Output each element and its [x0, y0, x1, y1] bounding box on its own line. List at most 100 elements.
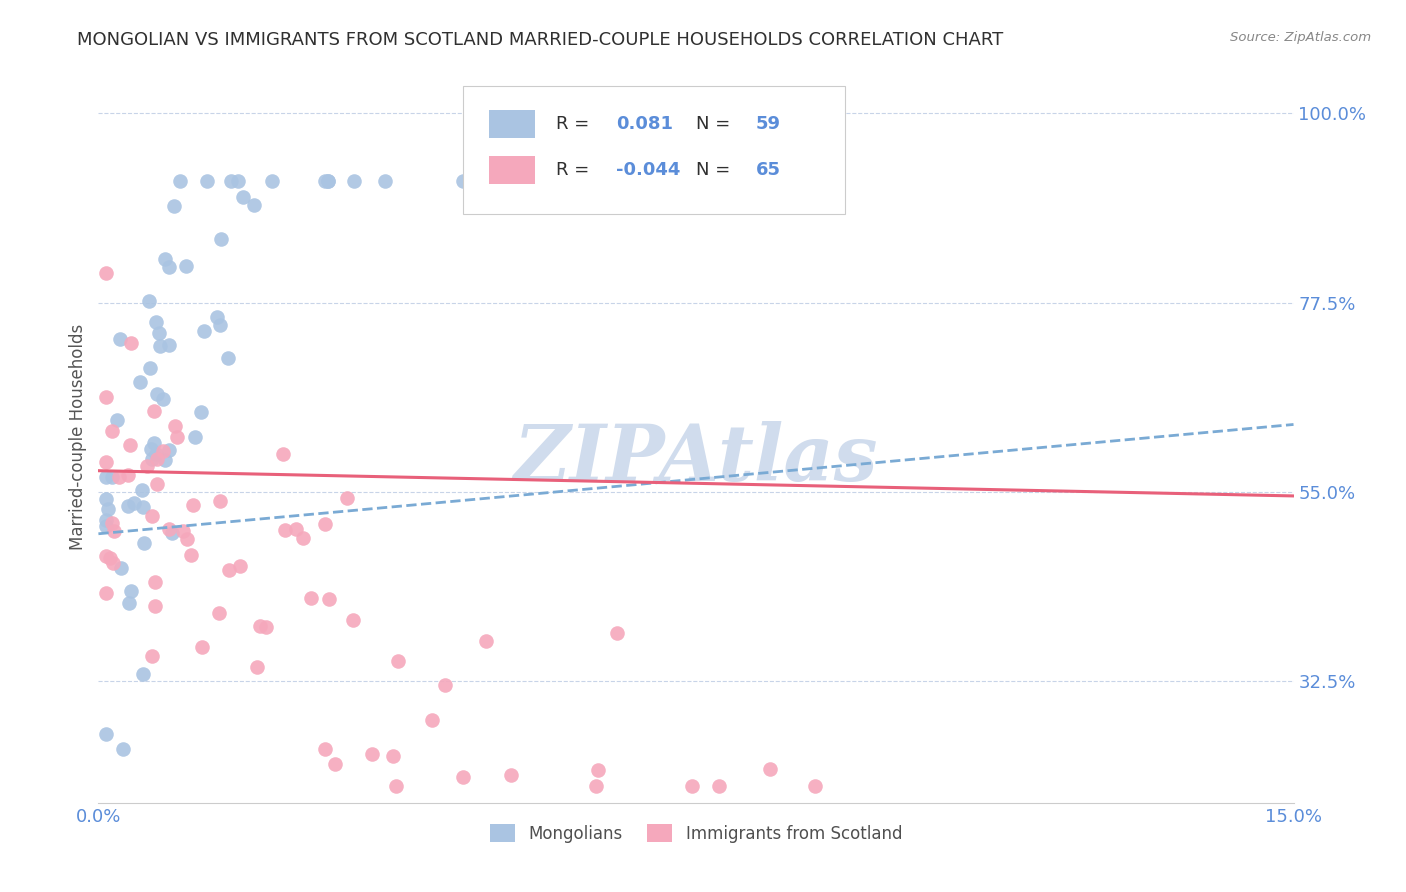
Point: [157, 260, 180, 275]
Text: 0.081: 0.081: [616, 115, 673, 133]
Point: [205, 310, 228, 324]
Point: [208, 318, 231, 332]
Point: [141, 648, 163, 663]
Point: [246, 660, 269, 674]
Point: [146, 477, 169, 491]
Text: R =: R =: [557, 115, 595, 133]
Point: [143, 599, 166, 614]
Point: [218, 563, 240, 577]
Point: [157, 522, 180, 536]
Point: [176, 533, 198, 547]
Point: [163, 199, 186, 213]
Point: [166, 430, 188, 444]
Point: [228, 174, 250, 188]
Point: [475, 634, 498, 648]
Point: [254, 620, 277, 634]
Point: [117, 467, 139, 482]
Point: [707, 779, 730, 793]
Point: [274, 523, 297, 537]
FancyBboxPatch shape: [489, 110, 534, 138]
Point: [131, 483, 153, 497]
Point: [299, 591, 322, 606]
Point: [143, 404, 166, 418]
Point: [314, 742, 336, 756]
Point: [153, 452, 176, 467]
Point: [108, 470, 131, 484]
Point: [152, 443, 174, 458]
Point: [96, 266, 118, 280]
Point: [145, 447, 167, 461]
Point: [131, 667, 153, 681]
Point: [101, 424, 124, 438]
Text: 65: 65: [756, 161, 780, 179]
Point: [342, 613, 364, 627]
Point: [262, 174, 284, 188]
Point: [232, 189, 254, 203]
Point: [148, 326, 170, 340]
Point: [124, 496, 146, 510]
Point: [585, 779, 607, 793]
Point: [138, 294, 160, 309]
Text: MONGOLIAN VS IMMIGRANTS FROM SCOTLAND MARRIED-COUPLE HOUSEHOLDS CORRELATION CHAR: MONGOLIAN VS IMMIGRANTS FROM SCOTLAND MA…: [77, 31, 1004, 49]
Point: [335, 491, 357, 505]
Text: 59: 59: [756, 115, 780, 133]
Point: [219, 174, 242, 188]
Point: [146, 386, 169, 401]
Legend: Mongolians, Immigrants from Scotland: Mongolians, Immigrants from Scotland: [484, 817, 908, 849]
Point: [804, 779, 827, 793]
Point: [142, 436, 165, 450]
Point: [152, 392, 174, 406]
Text: -0.044: -0.044: [616, 161, 681, 179]
Point: [420, 714, 443, 728]
Point: [97, 502, 120, 516]
Point: [112, 741, 135, 756]
Point: [271, 447, 294, 461]
Point: [586, 764, 609, 778]
Point: [681, 779, 703, 793]
Point: [103, 524, 125, 538]
Point: [136, 459, 159, 474]
Point: [382, 748, 405, 763]
Text: Source: ZipAtlas.com: Source: ZipAtlas.com: [1230, 31, 1371, 45]
Point: [291, 531, 314, 545]
Point: [141, 452, 163, 467]
Y-axis label: Married-couple Households: Married-couple Households: [69, 324, 87, 550]
Point: [120, 583, 142, 598]
Point: [165, 419, 187, 434]
Point: [208, 607, 231, 621]
Point: [118, 438, 141, 452]
Point: [157, 337, 180, 351]
Point: [323, 756, 346, 771]
Point: [183, 430, 205, 444]
Point: [96, 513, 118, 527]
Point: [139, 442, 162, 457]
Point: [318, 591, 340, 606]
Point: [451, 770, 474, 784]
Point: [96, 549, 118, 564]
Point: [759, 763, 782, 777]
Point: [96, 455, 118, 469]
Point: [249, 619, 271, 633]
Point: [101, 470, 124, 484]
Point: [129, 375, 152, 389]
FancyBboxPatch shape: [463, 86, 845, 214]
Point: [433, 678, 456, 692]
Point: [606, 626, 628, 640]
Point: [183, 498, 205, 512]
Point: [195, 174, 218, 188]
Point: [96, 585, 118, 599]
Point: [162, 526, 184, 541]
Point: [190, 405, 212, 419]
FancyBboxPatch shape: [489, 156, 534, 184]
Point: [169, 174, 191, 188]
Point: [453, 174, 475, 188]
Point: [217, 351, 239, 366]
Text: R =: R =: [557, 161, 595, 179]
Point: [385, 779, 408, 793]
Point: [209, 232, 232, 246]
Text: N =: N =: [696, 161, 735, 179]
Point: [118, 596, 141, 610]
Point: [374, 174, 396, 188]
Point: [314, 516, 336, 531]
Point: [243, 198, 266, 212]
